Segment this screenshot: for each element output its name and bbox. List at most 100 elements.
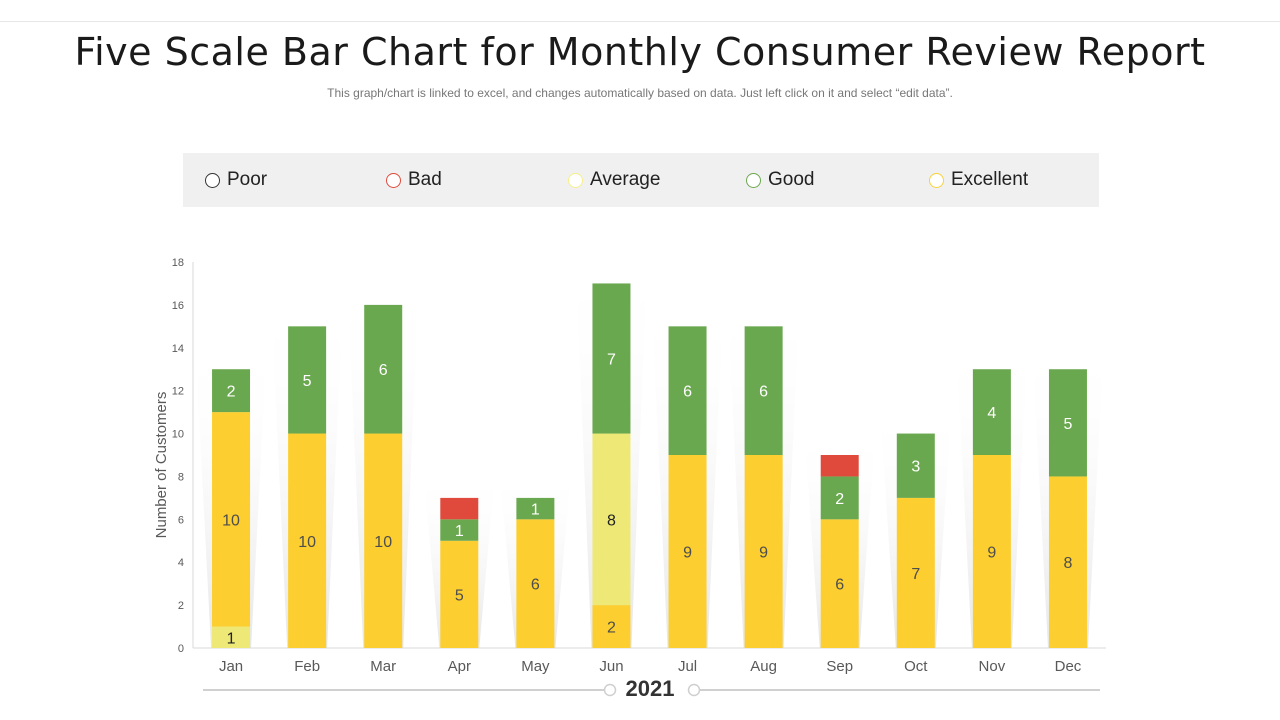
page-subtitle: This graph/chart is linked to excel, and…: [327, 86, 953, 100]
data-label: 1: [531, 502, 540, 519]
bar-segment: [212, 626, 251, 648]
data-label: 9: [987, 545, 996, 562]
x-tick-label: May: [521, 658, 550, 675]
bar-segment: [972, 455, 1011, 648]
legend-label-excellent: Excellent: [951, 169, 1029, 190]
bar-segment: [668, 455, 707, 648]
bar-segment: [288, 326, 327, 434]
data-label: 2: [835, 491, 844, 508]
x-tick-label: Jan: [219, 658, 243, 675]
data-label: 6: [759, 384, 768, 401]
data-label: 6: [683, 384, 692, 401]
x-tick-label: Oct: [904, 658, 928, 675]
timeline-node-left: [603, 683, 617, 697]
bar-segment: [364, 433, 403, 648]
bar-segment: [212, 412, 251, 627]
y-tick-label: 16: [172, 300, 184, 312]
data-label: 9: [759, 545, 768, 562]
bar-segment: [744, 455, 783, 648]
y-tick-label: 18: [172, 257, 184, 269]
data-label: 9: [683, 545, 692, 562]
data-label: 10: [298, 534, 316, 551]
bar-segment: [288, 433, 327, 648]
y-tick-label: 10: [172, 429, 184, 441]
legend-marker-excellent: [929, 172, 944, 188]
data-label: 7: [911, 566, 920, 583]
y-axis-label: Number of Customers: [153, 392, 170, 539]
x-tick-label: Jun: [599, 658, 623, 675]
chart-legend: Poor Bad Average Good Excellent: [183, 153, 1099, 207]
page-title: Five Scale Bar Chart for Monthly Consume…: [74, 30, 1206, 74]
bar-segment: [592, 283, 631, 434]
legend-item-poor: Poor: [205, 153, 267, 207]
x-tick-label: Dec: [1055, 658, 1082, 675]
legend-item-excellent: Excellent: [929, 153, 1028, 207]
bar-segment: [668, 326, 707, 455]
bar-segment: [592, 605, 631, 648]
y-tick-label: 8: [178, 471, 184, 483]
bar-segment: [744, 326, 783, 455]
x-tick-label: Apr: [448, 658, 471, 675]
x-tick-label: Feb: [294, 658, 320, 675]
legend-marker-bad: [386, 172, 401, 188]
y-tick-label: 0: [178, 643, 184, 655]
data-label: 5: [455, 587, 464, 604]
data-label: 6: [379, 362, 388, 379]
data-label: 4: [987, 405, 996, 422]
bar-segment: [896, 433, 935, 498]
y-tick-label: 2: [178, 600, 184, 612]
x-tick-label: Jul: [678, 658, 697, 675]
bar-segment: [364, 304, 403, 434]
legend-marker-poor: [205, 172, 220, 188]
y-tick-label: 6: [178, 514, 184, 526]
bar-segment: [516, 497, 555, 520]
bar-segment: [972, 369, 1011, 455]
legend-label-poor: Poor: [227, 169, 268, 190]
y-tick-label: 14: [172, 343, 184, 355]
data-label: 5: [303, 373, 312, 390]
legend-label-bad: Bad: [408, 169, 442, 190]
bar-segment: [1048, 476, 1087, 648]
bar-segment: [516, 519, 555, 648]
legend-label-average: Average: [590, 169, 661, 190]
bar-segment: [820, 519, 859, 648]
legend-label-good: Good: [768, 169, 815, 190]
legend-item-average: Average: [568, 153, 660, 207]
data-label: 8: [607, 512, 616, 529]
x-tick-label: Nov: [979, 658, 1006, 675]
bar-segment: [440, 519, 479, 541]
bar-segment: [592, 433, 631, 606]
bar-segment: [896, 497, 935, 648]
y-tick-label: 12: [172, 386, 184, 398]
legend-marker-good: [746, 172, 761, 188]
data-label: 7: [607, 352, 616, 369]
bar-segment: [1048, 369, 1087, 477]
data-label: 3: [911, 459, 920, 476]
legend-marker-average: [568, 172, 583, 188]
legend-item-bad: Bad: [386, 153, 442, 207]
bar-segment: [820, 455, 859, 477]
data-label: 1: [227, 630, 236, 647]
legend-item-good: Good: [746, 153, 814, 207]
bar-segment: [440, 540, 479, 648]
data-label: 10: [222, 512, 240, 529]
data-label: 6: [531, 577, 540, 594]
timeline-node-right: [687, 683, 701, 697]
data-label: 2: [227, 384, 236, 401]
data-label: 5: [1064, 416, 1073, 433]
data-label: 2: [607, 620, 616, 637]
data-label: 1: [455, 523, 464, 540]
data-label: 8: [1064, 555, 1073, 572]
x-tick-label: Mar: [370, 658, 396, 675]
data-label: 6: [835, 577, 844, 594]
bar-segment: [212, 369, 251, 413]
x-tick-label: Sep: [826, 658, 853, 675]
y-tick-label: 4: [178, 557, 184, 569]
year-label: 2021: [625, 676, 675, 701]
bar-segment: [440, 497, 479, 520]
x-tick-label: Aug: [750, 658, 777, 675]
bar-segment: [820, 476, 859, 520]
data-label: 10: [374, 534, 392, 551]
top-divider: [0, 21, 1280, 22]
